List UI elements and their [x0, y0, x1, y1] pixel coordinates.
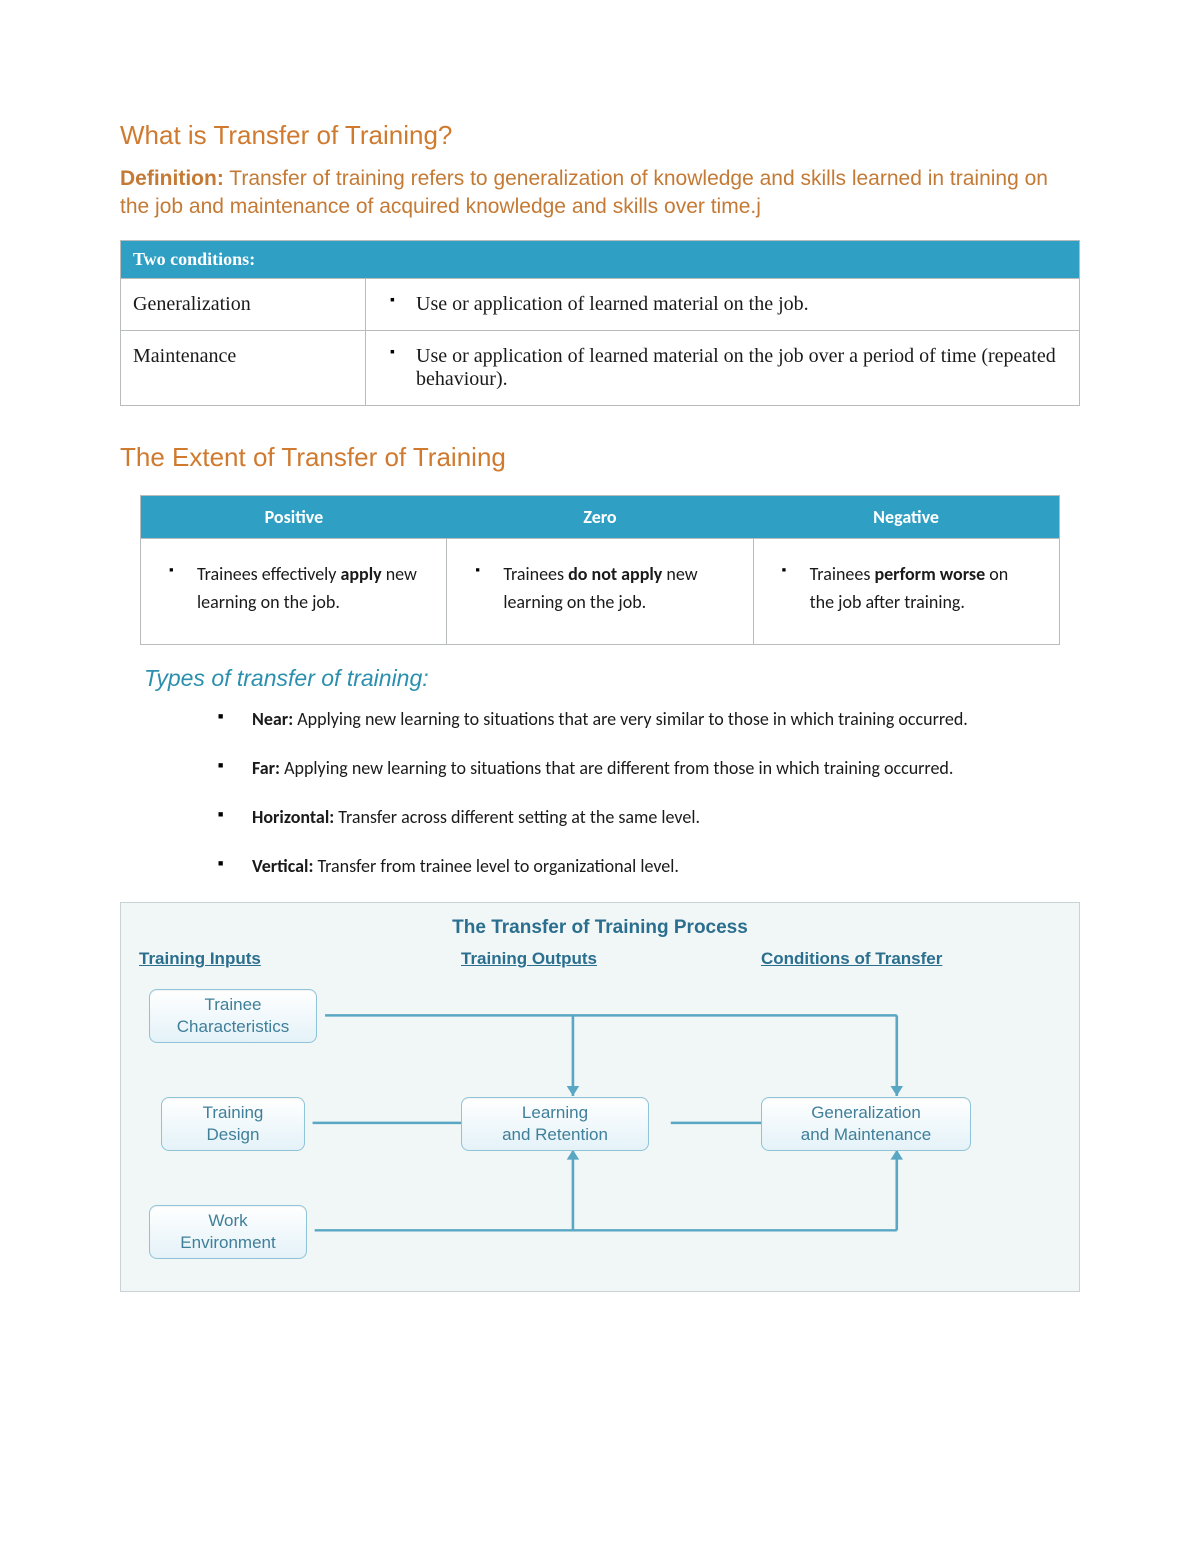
diagram-node-n1: TraineeCharacteristics: [149, 989, 317, 1043]
table2-h2: Negative: [753, 495, 1059, 538]
diagram-column-heading: Conditions of Transfer: [761, 949, 942, 969]
list-item: Horizontal: Transfer across different se…: [218, 804, 1060, 831]
table2-h1: Zero: [447, 495, 753, 538]
table-row: Trainees effectively apply new learning …: [141, 538, 1060, 645]
diagram-column-heading: Training Inputs: [139, 949, 261, 969]
text-bold: apply: [341, 563, 382, 585]
table-row: Generalization Use or application of lea…: [121, 278, 1080, 330]
item-text: Applying new learning to situations that…: [293, 708, 968, 730]
text: Trainees: [810, 563, 875, 585]
table2-cell-negative: Trainees perform worse on the job after …: [753, 538, 1059, 645]
item-label: Vertical:: [252, 855, 313, 877]
diagram-column-heading: Training Outputs: [461, 949, 597, 969]
table1-header: Two conditions:: [121, 240, 1080, 278]
diagram-node-n3: WorkEnvironment: [149, 1205, 307, 1259]
item-label: Horizontal:: [252, 806, 334, 828]
item-text: Transfer from trainee level to organizat…: [313, 855, 679, 877]
list-item: Far: Applying new learning to situations…: [218, 755, 1060, 782]
item-text: Applying new learning to situations that…: [280, 757, 953, 779]
item-label: Near:: [252, 708, 293, 730]
types-list: Near: Applying new learning to situation…: [140, 706, 1060, 880]
diagram-node-n2: TrainingDesign: [161, 1097, 305, 1151]
diagram-title: The Transfer of Training Process: [139, 917, 1061, 939]
diagram-node-n5: Generalizationand Maintenance: [761, 1097, 971, 1151]
bullet-item: Trainees effectively apply new learning …: [169, 561, 418, 617]
extent-table-wrap: Positive Zero Negative Trainees effectiv…: [120, 495, 1080, 881]
table-row: Maintenance Use or application of learne…: [121, 330, 1080, 405]
table2-cell-positive: Trainees effectively apply new learning …: [141, 538, 447, 645]
table1-r0-term: Generalization: [121, 278, 366, 330]
table2-cell-zero: Trainees do not apply new learning on th…: [447, 538, 753, 645]
table1-r1-term: Maintenance: [121, 330, 366, 405]
bullet-item: Trainees perform worse on the job after …: [782, 561, 1031, 617]
table-header-row: Positive Zero Negative: [141, 495, 1060, 538]
item-text: Transfer across different setting at the…: [334, 806, 700, 828]
text: Trainees effectively: [197, 563, 341, 585]
text-bold: do not apply: [568, 563, 662, 585]
bullet-item: Trainees do not apply new learning on th…: [475, 561, 724, 617]
process-diagram: The Transfer of Training Process Trainin…: [120, 902, 1080, 1292]
diagram-node-n4: Learningand Retention: [461, 1097, 649, 1151]
table-header-row: Two conditions:: [121, 240, 1080, 278]
conditions-table: Two conditions: Generalization Use or ap…: [120, 240, 1080, 406]
table1-r1-desc: Use or application of learned material o…: [366, 330, 1080, 405]
extent-table: Positive Zero Negative Trainees effectiv…: [140, 495, 1060, 646]
table2-h0: Positive: [141, 495, 447, 538]
table1-r0-desc: Use or application of learned material o…: [366, 278, 1080, 330]
section2-title: The Extent of Transfer of Training: [120, 442, 1080, 473]
list-item: Vertical: Transfer from trainee level to…: [218, 853, 1060, 880]
definition-label: Definition:: [120, 167, 224, 190]
item-label: Far:: [252, 757, 280, 779]
definition-text: Transfer of training refers to generaliz…: [120, 167, 1048, 218]
list-item: Near: Applying new learning to situation…: [218, 706, 1060, 733]
types-subtitle: Types of transfer of training:: [144, 665, 1060, 692]
text-bold: perform worse: [874, 563, 985, 585]
definition-paragraph: Definition: Transfer of training refers …: [120, 165, 1080, 222]
document-page: What is Transfer of Training? Definition…: [0, 0, 1200, 1352]
section1-title: What is Transfer of Training?: [120, 120, 1080, 151]
text: Trainees: [503, 563, 568, 585]
